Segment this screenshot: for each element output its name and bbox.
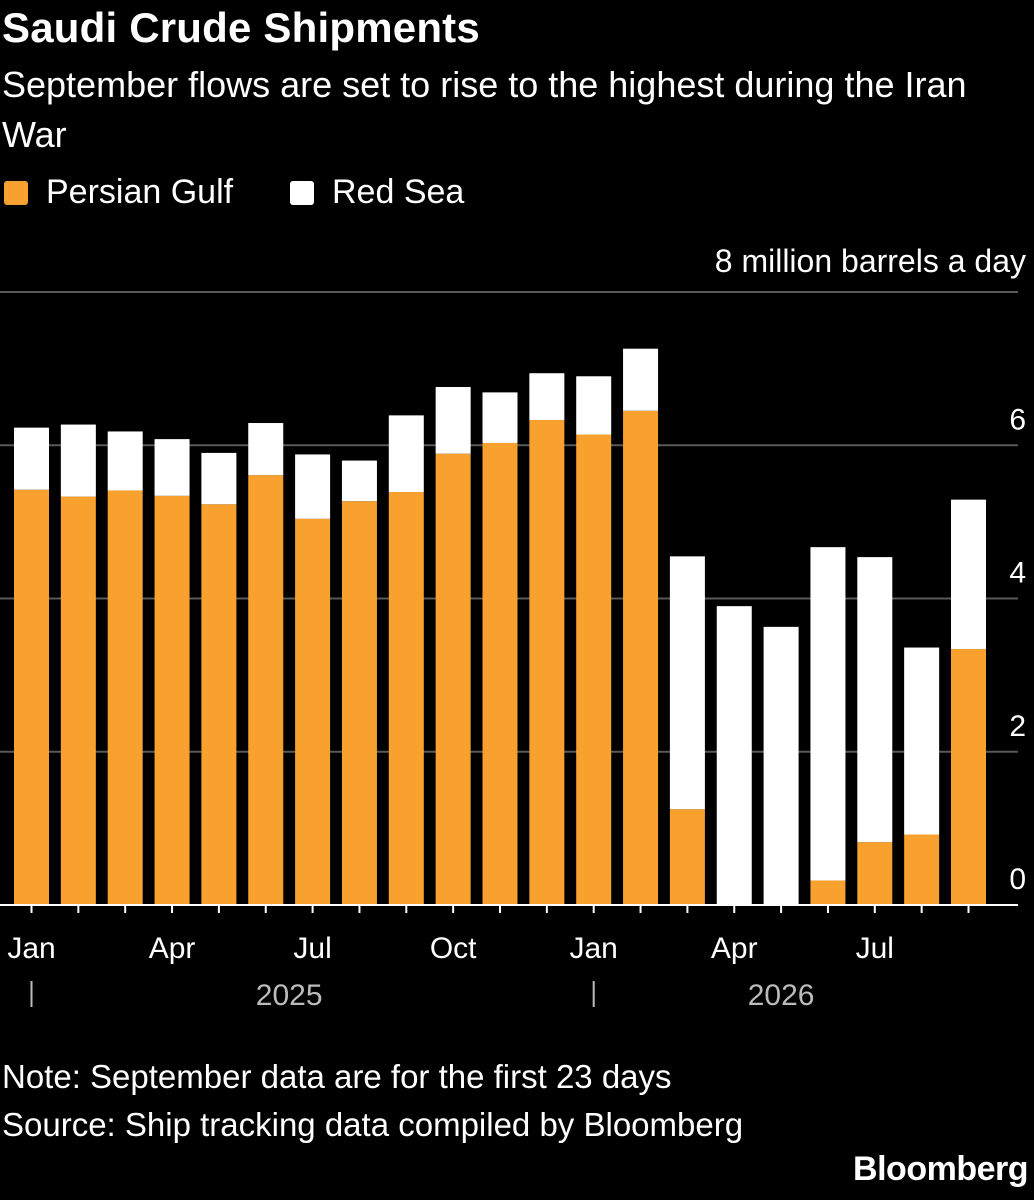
bar-red-sea-jun-2026 [810,547,846,881]
legend-label-persian-gulf: Persian Gulf [46,173,234,211]
bar-red-sea-jun-2025 [248,423,284,476]
legend-swatch-red-sea [290,181,314,205]
bars [14,348,986,905]
bar-persian-gulf-nov-2025 [482,442,518,905]
bar-red-sea-jan-2026 [576,376,612,435]
chart-subtitle: September flows are set to rise to the h… [2,64,967,155]
x-tick-label-apr-2025: Apr [149,932,196,965]
bar-persian-gulf-jan-2025 [14,489,49,905]
legend-item-persian-gulf: Persian Gulf [4,172,233,212]
bar-red-sea-jul-2025 [295,454,331,519]
bar-red-sea-mar-2026 [669,556,705,810]
bar-persian-gulf-jul-2025 [295,518,331,905]
y-tick-label-0: 0 [1009,863,1026,896]
bar-red-sea-apr-2025 [154,439,190,496]
bar-red-sea-oct-2025 [435,387,471,454]
footnote: Note: September data are for the first 2… [2,1058,672,1095]
x-tick-label-jan-2025: Jan [7,932,55,965]
bar-persian-gulf-sep-2026 [951,649,986,905]
bar-red-sea-aug-2026 [904,647,940,835]
bar-persian-gulf-feb-2025 [60,496,96,905]
legend-label-red-sea: Red Sea [332,173,465,211]
bar-red-sea-nov-2025 [482,392,518,443]
bar-persian-gulf-jan-2026 [576,434,612,905]
y-axis-unit-label: 8 million barrels a day [715,243,1026,279]
bar-red-sea-feb-2026 [623,348,659,411]
bar-persian-gulf-jun-2026 [810,880,846,905]
bar-red-sea-jan-2025 [14,427,49,490]
bar-red-sea-aug-2025 [341,460,377,502]
chart-title: Saudi Crude Shipments [2,4,480,51]
source-line: Source: Ship tracking data compiled by B… [2,1106,744,1143]
bar-persian-gulf-dec-2025 [529,419,565,905]
x-tick-label-apr-2026: Apr [711,932,758,965]
bar-red-sea-jul-2026 [857,557,893,843]
x-tick-label-jul-2026: Jul [856,932,894,965]
bar-persian-gulf-sep-2025 [388,491,424,905]
x-axis: Jan Apr Jul Oct Jan Apr Jul 2025 2026 [0,904,1018,1012]
bar-persian-gulf-oct-2025 [435,453,471,905]
bar-red-sea-sep-2026 [951,499,986,650]
y-tick-label-4: 4 [1009,557,1026,590]
legend-item-red-sea: Red Sea [290,172,464,212]
bar-red-sea-may-2025 [201,452,237,505]
bar-persian-gulf-aug-2025 [341,501,377,905]
bar-persian-gulf-jun-2025 [248,475,284,905]
bar-persian-gulf-aug-2026 [904,834,940,905]
year-label-2026: 2026 [748,979,815,1012]
y-tick-label-2: 2 [1009,710,1026,743]
x-tick-label-oct-2025: Oct [430,932,477,965]
stacked-bar-chart: Jan Apr Jul Oct Jan Apr Jul 2025 2026 8 million … [0,243,1026,1012]
x-tick-label-jul-2025: Jul [293,932,331,965]
bar-persian-gulf-feb-2026 [623,410,659,905]
x-tick-label-jan-2026: Jan [570,932,618,965]
bar-red-sea-sep-2025 [388,415,424,492]
bar-red-sea-mar-2025 [107,431,143,491]
bar-persian-gulf-jul-2026 [857,842,893,905]
bar-persian-gulf-mar-2025 [107,490,143,905]
bar-red-sea-dec-2025 [529,373,565,420]
bloomberg-logo: Bloomberg [853,1150,1028,1188]
legend-swatch-persian-gulf [4,181,28,205]
bar-red-sea-apr-2026 [716,606,752,905]
y-tick-label-6: 6 [1009,403,1026,436]
year-label-2025: 2025 [256,979,323,1012]
bar-red-sea-may-2026 [763,626,799,905]
bar-persian-gulf-mar-2026 [669,809,705,905]
bar-persian-gulf-may-2025 [201,504,237,905]
bar-red-sea-feb-2025 [60,424,96,497]
bar-persian-gulf-apr-2025 [154,495,190,905]
